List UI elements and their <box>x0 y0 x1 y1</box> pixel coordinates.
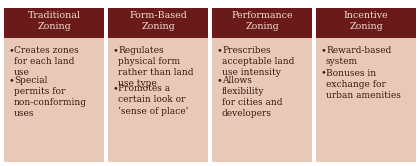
Text: •: • <box>320 46 326 55</box>
Text: Form-Based
Zoning: Form-Based Zoning <box>129 11 187 31</box>
Bar <box>208 4 212 162</box>
Bar <box>4 4 416 8</box>
Text: •: • <box>320 69 326 78</box>
Text: Special
permits for
non-conforming
uses: Special permits for non-conforming uses <box>14 76 87 118</box>
Text: Performance
Zoning: Performance Zoning <box>231 11 293 31</box>
Text: Allows
flexibility
for cities and
developers: Allows flexibility for cities and develo… <box>222 76 283 118</box>
Text: Regulates
physical form
rather than land
use type: Regulates physical form rather than land… <box>118 46 194 88</box>
Text: Prescribes
acceptable land
use intensity: Prescribes acceptable land use intensity <box>222 46 294 77</box>
Bar <box>212 4 312 38</box>
Text: •: • <box>8 46 14 55</box>
Text: •: • <box>8 76 14 85</box>
Bar <box>312 4 316 162</box>
Bar <box>4 162 416 166</box>
Text: Incentive
Zoning: Incentive Zoning <box>344 11 389 31</box>
Bar <box>316 4 416 38</box>
Text: Promotes a
certain look or
‘sense of place’: Promotes a certain look or ‘sense of pla… <box>118 84 189 116</box>
Text: Creates zones
for each land
use: Creates zones for each land use <box>14 46 79 77</box>
Bar <box>108 4 208 38</box>
Text: •: • <box>112 46 118 55</box>
Text: Reward-based
system: Reward-based system <box>326 46 391 66</box>
Bar <box>0 0 4 166</box>
Bar <box>316 4 416 162</box>
Bar <box>4 4 104 162</box>
Text: •: • <box>112 84 118 93</box>
Text: •: • <box>216 76 222 85</box>
Bar <box>104 4 108 162</box>
Bar <box>212 4 312 162</box>
Bar <box>108 4 208 162</box>
Bar <box>416 0 420 166</box>
Text: •: • <box>216 46 222 55</box>
Bar <box>4 4 104 38</box>
Text: Bonuses in
exchange for
urban amenities: Bonuses in exchange for urban amenities <box>326 69 401 100</box>
Text: Traditional
Zoning: Traditional Zoning <box>27 11 81 31</box>
